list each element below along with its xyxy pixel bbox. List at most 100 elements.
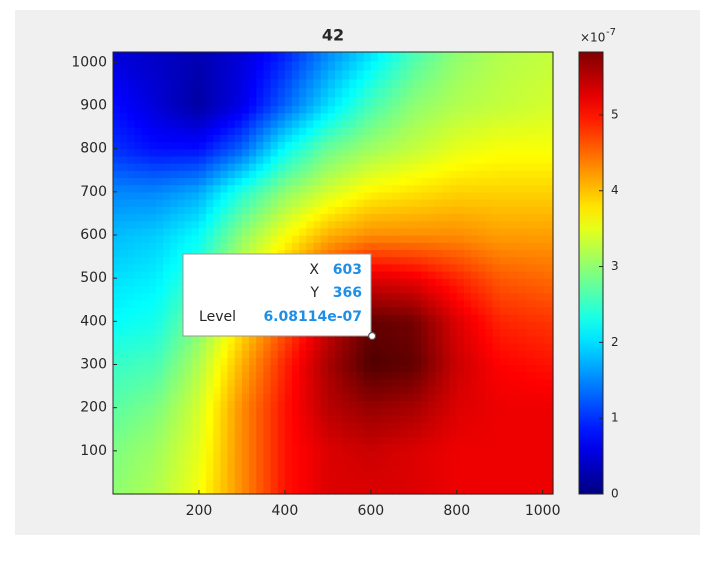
contour-cell xyxy=(406,292,415,301)
contour-cell xyxy=(213,112,222,121)
contour-cell xyxy=(313,112,322,121)
contour-cell xyxy=(544,328,554,337)
contour-cell xyxy=(471,486,479,495)
contour-cell xyxy=(385,127,393,135)
contour-cell xyxy=(256,177,264,186)
contour-cell xyxy=(277,78,286,89)
contour-cell xyxy=(342,249,350,258)
contour-cell xyxy=(191,242,200,251)
contour-cell xyxy=(385,314,393,322)
contour-cell xyxy=(399,235,408,243)
contour-cell xyxy=(220,393,229,402)
contour-cell xyxy=(277,170,286,179)
contour-cell xyxy=(413,321,422,330)
contour-cell xyxy=(399,407,408,416)
contour-cell xyxy=(442,60,451,71)
contour-cell xyxy=(456,422,465,430)
contour-cell xyxy=(277,127,286,135)
contour-cell xyxy=(134,52,143,62)
contour-cell xyxy=(456,299,465,308)
contour-cell xyxy=(299,335,307,344)
contour-cell xyxy=(349,429,358,438)
contour-cell xyxy=(198,141,207,150)
contour-cell xyxy=(227,206,236,215)
contour-cell xyxy=(492,52,501,62)
contour-cell xyxy=(349,105,358,114)
contour-cell xyxy=(420,472,429,481)
contour-cell xyxy=(256,170,264,179)
contour-cell xyxy=(327,191,336,200)
contour-cell xyxy=(363,227,372,236)
contour-cell xyxy=(420,191,429,200)
contour-cell xyxy=(170,148,179,157)
contour-cell xyxy=(163,378,171,387)
contour-cell xyxy=(442,242,451,251)
contour-cell xyxy=(270,350,279,358)
contour-cell xyxy=(342,163,350,171)
contour-cell xyxy=(170,357,179,366)
contour-cell xyxy=(356,386,365,394)
contour-cell xyxy=(456,69,465,80)
contour-cell xyxy=(413,436,422,445)
contour-cell xyxy=(492,220,501,229)
contour-cell xyxy=(249,364,257,373)
contour-cell xyxy=(213,155,222,164)
contour-cell xyxy=(327,458,336,466)
contour-cell xyxy=(377,465,386,474)
y-tick-label: 500 xyxy=(80,270,107,286)
contour-cell xyxy=(492,60,501,71)
contour-cell xyxy=(363,422,372,430)
colorbar-tick-label: 2 xyxy=(611,335,619,349)
contour-cell xyxy=(241,155,250,164)
contour-cell xyxy=(327,350,336,358)
contour-cell xyxy=(284,235,293,243)
contour-cell xyxy=(134,256,143,265)
contour-cell xyxy=(377,321,386,330)
contour-cell xyxy=(163,278,171,286)
contour-cell xyxy=(320,141,329,150)
contour-cell xyxy=(113,235,121,243)
contour-cell xyxy=(184,472,193,481)
contour-cell xyxy=(385,270,393,279)
contour-cell xyxy=(370,436,379,445)
contour-cell xyxy=(356,472,365,481)
contour-cell xyxy=(356,141,365,150)
contour-cell xyxy=(485,314,494,322)
contour-cell xyxy=(120,206,128,215)
contour-cell xyxy=(170,400,179,409)
contour-cell xyxy=(413,96,422,107)
contour-cell xyxy=(249,465,257,474)
contour-cell xyxy=(113,342,121,351)
contour-cell xyxy=(299,443,307,452)
contour-cell xyxy=(442,364,451,373)
contour-cell xyxy=(292,479,300,488)
contour-cell xyxy=(392,134,401,143)
contour-cell xyxy=(356,184,365,193)
contour-cell xyxy=(220,357,229,366)
contour-cell xyxy=(270,429,279,438)
contour-cell xyxy=(327,335,336,344)
contour-cell xyxy=(148,450,157,459)
contour-cell xyxy=(327,87,336,98)
contour-cell xyxy=(327,443,336,452)
contour-cell xyxy=(392,321,401,330)
contour-cell xyxy=(517,321,527,330)
contour-cell xyxy=(113,249,121,258)
contour-cell xyxy=(471,429,479,438)
contour-cell xyxy=(335,52,343,62)
contour-cell xyxy=(377,60,386,71)
contour-cell xyxy=(392,450,401,459)
contour-cell xyxy=(499,443,510,452)
contour-cell xyxy=(342,170,350,179)
contour-cell xyxy=(392,414,401,423)
contour-cell xyxy=(492,163,501,171)
contour-cell xyxy=(120,177,128,186)
contour-cell xyxy=(335,486,343,495)
contour-cell xyxy=(292,148,300,157)
contour-cell xyxy=(306,170,315,179)
contour-cell xyxy=(134,213,143,222)
contour-cell xyxy=(420,436,429,445)
contour-cell xyxy=(141,270,150,279)
contour-cell xyxy=(428,235,436,243)
contour-cell xyxy=(170,163,179,171)
